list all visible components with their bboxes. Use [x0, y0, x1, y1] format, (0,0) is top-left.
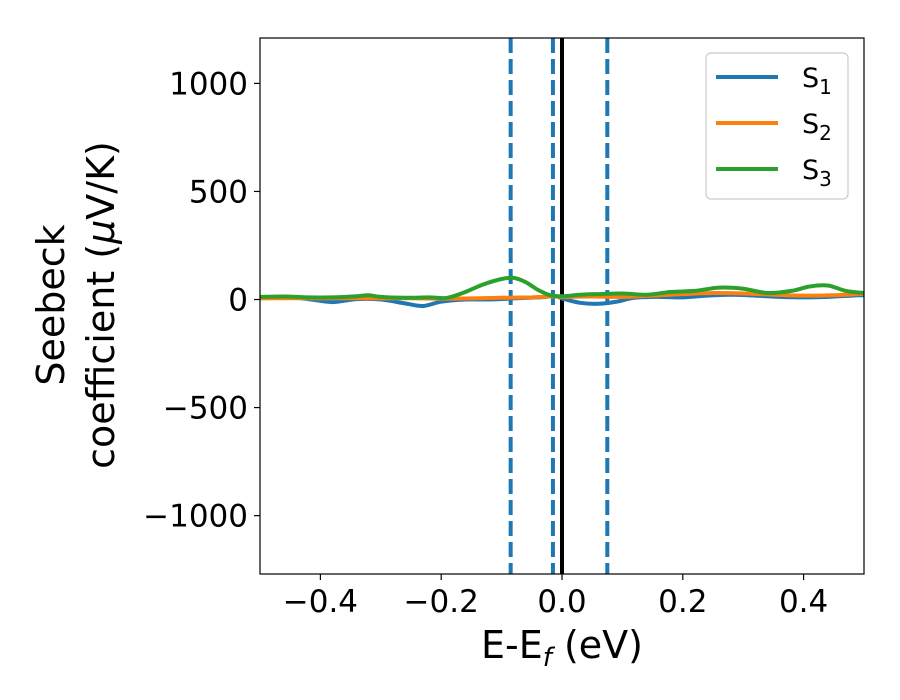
y-axis-label-line2: coefficient (μV/K) — [79, 141, 123, 469]
x-tick-label: 0.0 — [537, 584, 586, 620]
y-tick-label: 0 — [228, 283, 248, 319]
y-axis-ticks: 1000 500 0 −500 −1000 — [143, 66, 260, 535]
x-axis-ticks: −0.4 −0.2 0.0 0.2 0.4 — [283, 574, 828, 620]
x-tick-label: 0.4 — [779, 584, 828, 620]
y-axis-label-line1: Seebeck — [29, 224, 73, 385]
x-tick-label: 0.2 — [658, 584, 707, 620]
vertical-lines — [508, 38, 610, 574]
x-tick-label: −0.4 — [283, 584, 358, 620]
x-axis-label: E-Ef (eV) — [481, 623, 643, 673]
legend-label-s1: S1 — [802, 63, 832, 99]
x-tick-label: −0.2 — [404, 584, 479, 620]
y-tick-label: −1000 — [143, 499, 248, 535]
legend-frame — [705, 52, 849, 200]
y-tick-label: 1000 — [169, 66, 248, 102]
y-tick-label: −500 — [163, 391, 248, 427]
legend: S1 S2 S3 — [705, 52, 849, 200]
y-axis-label: Seebeck coefficient (μV/K) — [29, 141, 123, 469]
legend-label-s3: S3 — [802, 155, 832, 191]
y-tick-label: 500 — [189, 174, 248, 210]
series-lines — [260, 275, 864, 309]
legend-label-s2: S2 — [802, 109, 832, 145]
series-line-s3 — [260, 275, 864, 301]
